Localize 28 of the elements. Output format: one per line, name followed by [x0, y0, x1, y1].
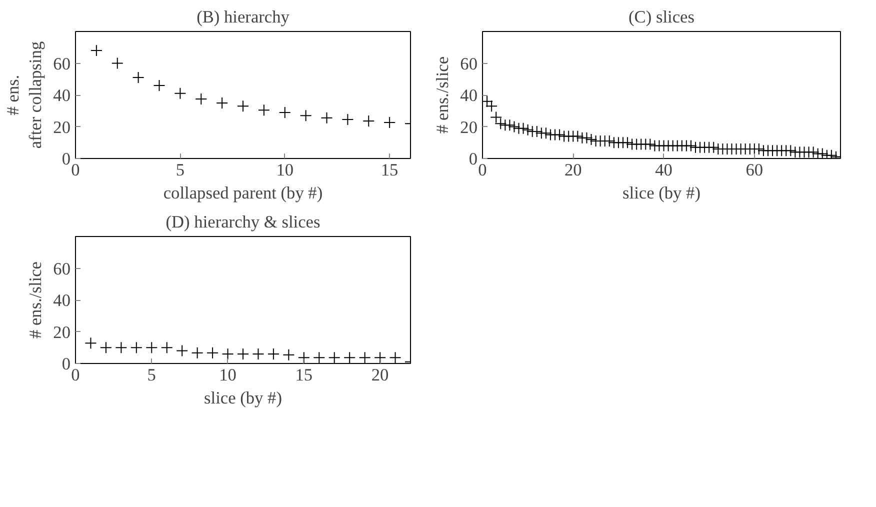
y-tick-label: 20	[460, 118, 478, 137]
y-tick-label: 60	[460, 54, 478, 74]
y-axis-title: # ens./slice	[433, 56, 452, 134]
x-axis-title: collapsed parent (by #)	[163, 184, 323, 202]
x-tick-label: 15	[295, 366, 313, 384]
y-axis-title: # ens. after collapsing	[3, 41, 46, 149]
y-tick-label: 20	[53, 322, 70, 342]
y-tick-label: 60	[53, 54, 70, 74]
y-tick-label: 40	[53, 291, 70, 310]
x-tick-label: 10	[219, 366, 236, 384]
x-tick-label: 40	[655, 160, 672, 180]
y-tick-label: 40	[53, 86, 70, 105]
chart-title: (B) hierarchy	[196, 8, 290, 26]
y-axis-title: # ens./slice	[26, 261, 46, 338]
x-tick-label: 20	[371, 366, 389, 384]
x-tick-label: 60	[746, 160, 764, 180]
y-tick-label: 40	[460, 86, 478, 105]
x-tick-label: 20	[564, 160, 582, 180]
y-tick-label: 60	[53, 259, 70, 278]
x-tick-label: 15	[380, 160, 398, 180]
chart-title: (D) hierarchy & slices	[166, 212, 320, 232]
y-tick-label: 20	[53, 118, 70, 137]
x-axis-title: slice (by #)	[622, 184, 701, 202]
x-tick-label: 5	[176, 160, 185, 180]
x-tick-label: 10	[276, 160, 294, 180]
x-axis-title: slice (by #)	[204, 388, 282, 408]
x-tick-label: 5	[147, 366, 156, 384]
chart-title: (C) slices	[628, 8, 695, 26]
